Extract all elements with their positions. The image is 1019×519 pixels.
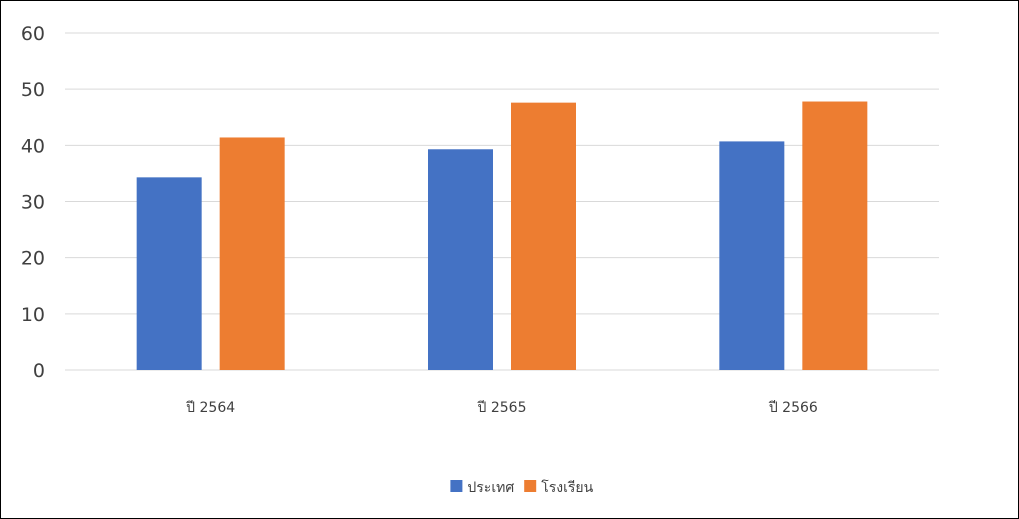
bar-series2-0 (219, 137, 285, 370)
y-tick-label: 40 (21, 135, 45, 157)
y-tick-label: 10 (21, 304, 45, 326)
x-tick-label: ปี 2564 (186, 400, 236, 416)
y-tick-label: 20 (21, 248, 45, 270)
bar-series2-2 (802, 101, 868, 371)
y-tick-label: 50 (21, 79, 45, 101)
x-tick-label: ปี 2566 (768, 400, 818, 416)
legend-label-2: โรงเรียน (541, 479, 593, 496)
legend-swatch-2 (524, 480, 537, 492)
bar-series1-1 (428, 149, 493, 370)
y-tick-label: 30 (21, 192, 45, 214)
y-axis-ticks: 0 10 20 30 40 50 60 (21, 23, 45, 382)
gridlines (65, 32, 939, 371)
legend-label-1: ประเทศ (467, 480, 514, 496)
bar-series1-0 (136, 177, 202, 370)
bar-series2-1 (511, 102, 576, 370)
bars (136, 101, 868, 371)
bar-series1-2 (719, 141, 785, 370)
y-tick-label: 0 (33, 360, 45, 382)
x-tick-label: ปี 2565 (477, 400, 526, 416)
y-tick-label: 60 (21, 23, 45, 45)
legend: ประเทศ โรงเรียน (450, 479, 594, 496)
x-axis-ticks: ปี 2564 ปี 2565 ปี 2566 (186, 400, 818, 416)
legend-swatch-1 (450, 480, 463, 492)
